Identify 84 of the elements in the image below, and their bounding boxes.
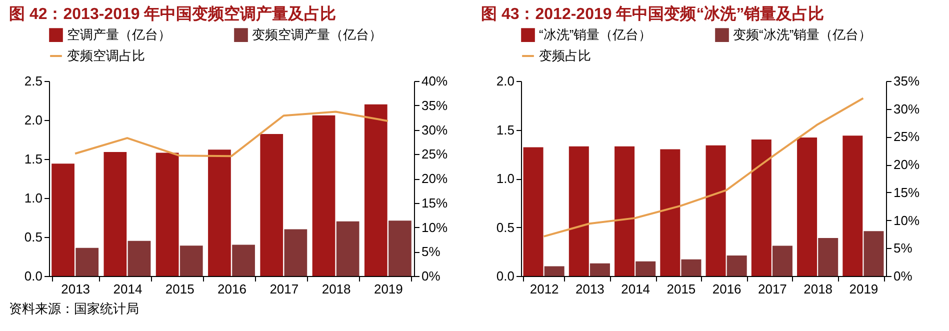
x-tick-label: 2015 [165, 282, 194, 296]
bar [312, 115, 336, 276]
y-tick-label: 1.5 [496, 122, 514, 138]
legend-label: 变频空调占比 [67, 48, 145, 63]
x-tick-label: 2013 [61, 282, 90, 296]
x-tick-label: 2016 [712, 282, 742, 296]
y2-tick-label: 10% [422, 220, 448, 235]
bar [104, 152, 127, 276]
y2-tick-label: 20% [422, 171, 448, 186]
y-tick-label: 0.0 [496, 268, 514, 284]
y2-tick-label: 40% [422, 74, 448, 88]
bar [797, 138, 818, 276]
legend-label: 变频占比 [539, 48, 591, 63]
bar [864, 231, 884, 276]
y-tick-label: 0.5 [496, 220, 514, 235]
bar [76, 248, 99, 276]
chart-title: 图 43：2012-2019 年中国变频“冰洗”销量及占比 [481, 5, 824, 23]
bar [128, 240, 151, 276]
y-tick-label: 1.0 [24, 190, 42, 206]
legend-label: 变频空调产量（亿台） [252, 27, 382, 42]
bar [818, 238, 838, 276]
bar [208, 150, 231, 276]
bar [284, 229, 308, 276]
bar [681, 259, 702, 276]
legend-label: “冰洗”销量（亿台） [539, 27, 652, 42]
x-tick-label: 2018 [322, 282, 351, 296]
bar [568, 146, 589, 276]
chart-title: 图 42：2013-2019 年中国变频空调产量及占比 [9, 5, 336, 23]
y-tick-label: 2.0 [496, 74, 514, 88]
x-tick-label: 2019 [374, 282, 403, 296]
x-tick-label: 2016 [218, 282, 246, 296]
bar [52, 164, 74, 276]
x-tick-label: 2017 [270, 282, 299, 296]
y2-tick-label: 10% [894, 212, 920, 228]
line-series [542, 97, 864, 238]
text: 资料来源：国家统计局 [9, 301, 139, 316]
bar [232, 244, 255, 276]
y2-tick-label: 35% [422, 98, 448, 113]
bar [544, 266, 564, 276]
legend-label: 变频“冰洗”销量（亿台） [733, 27, 872, 42]
legend-label: 空调产量（亿台） [67, 27, 171, 42]
y2-tick-label: 35% [894, 74, 920, 88]
bar [636, 261, 656, 276]
y2-tick-label: 5% [894, 240, 913, 256]
y2-tick-label: 0% [894, 268, 913, 284]
y-tick-label: 2.0 [24, 112, 42, 128]
y-tick-label: 0.5 [24, 230, 42, 244]
y2-tick-label: 25% [422, 146, 448, 162]
bar [726, 256, 747, 276]
y2-tick-label: 15% [422, 195, 448, 210]
x-tick-label: 2013 [575, 282, 604, 296]
bar [336, 221, 360, 276]
y2-tick-label: 30% [422, 122, 448, 138]
bar [706, 145, 726, 276]
x-tick-label: 2015 [666, 282, 696, 296]
bar [614, 146, 635, 276]
bar [260, 134, 284, 276]
bar [751, 140, 772, 276]
line-series [74, 110, 389, 158]
bar [842, 136, 863, 276]
bar [590, 263, 610, 276]
y2-tick-label: 5% [422, 244, 441, 260]
y-tick-label: 1.5 [24, 152, 42, 166]
bar [523, 147, 544, 276]
bar [180, 246, 203, 276]
y-tick-label: 1.0 [496, 171, 514, 186]
bar [772, 246, 792, 276]
y-tick-label: 2.5 [24, 74, 42, 88]
x-tick-label: 2012 [530, 282, 559, 296]
x-tick-label: 2019 [849, 282, 878, 296]
y2-tick-label: 25% [894, 129, 920, 144]
bar [660, 149, 680, 276]
bar [156, 152, 179, 276]
x-tick-label: 2017 [758, 282, 787, 296]
y-tick-label: 0.0 [24, 268, 42, 284]
y2-tick-label: 20% [894, 157, 920, 172]
x-tick-label: 2014 [113, 282, 142, 296]
x-tick-label: 2018 [804, 282, 833, 296]
y2-tick-label: 0% [422, 268, 441, 284]
y2-tick-label: 30% [894, 101, 920, 116]
bar [388, 220, 412, 276]
y2-tick-label: 15% [894, 184, 920, 200]
bar [364, 104, 388, 276]
x-tick-label: 2014 [621, 282, 650, 296]
